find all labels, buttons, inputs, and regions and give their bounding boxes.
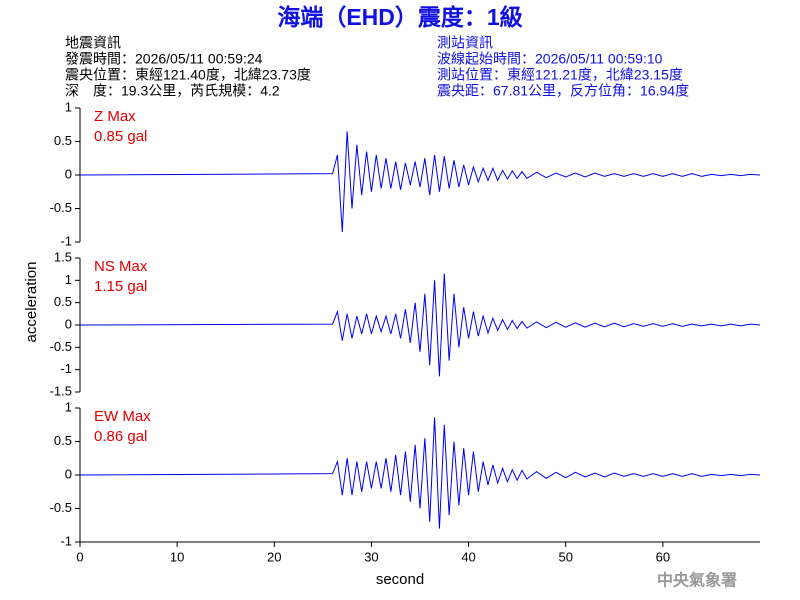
y-tick-label: 1: [65, 399, 72, 414]
waveform: [79, 131, 761, 232]
y-tick-label: -1: [60, 533, 72, 548]
y-tick-label: 1: [65, 272, 72, 287]
max-annotation: NS Max: [94, 258, 148, 275]
station-info: 波線起始時間：2026/05/11 00:59:10: [437, 51, 663, 67]
x-tick-label: 50: [558, 549, 572, 564]
y-tick-label: 0.5: [54, 133, 72, 148]
title: 海端（EHD）震度：1級: [277, 4, 522, 30]
y-tick-label: 0: [65, 316, 72, 331]
max-annotation: Z Max: [94, 108, 136, 125]
waveform: [79, 417, 761, 529]
x-axis-label: second: [376, 571, 424, 588]
x-tick-label: 0: [76, 549, 83, 564]
y-tick-label: -0.5: [50, 200, 72, 215]
quake-info: 深 度：19.3公里，芮氏規模：4.2: [65, 83, 280, 99]
waveform: [79, 273, 761, 377]
y-tick-label: 0: [65, 166, 72, 181]
footer: 中央氣象署: [657, 571, 737, 590]
y-tick-label: 0: [65, 466, 72, 481]
quake-info: 震央位置：東經121.40度，北緯23.73度: [65, 67, 311, 83]
y-tick-label: -1: [60, 361, 72, 376]
station-info: 測站資訊: [437, 35, 493, 51]
station-info: 測站位置：東經121.21度，北緯23.15度: [437, 67, 683, 83]
x-tick-label: 10: [170, 549, 184, 564]
y-tick-label: -0.5: [50, 500, 72, 515]
y-axis-label: acceleration: [23, 262, 40, 343]
quake-info: 地震資訊: [65, 35, 121, 51]
y-tick-label: 1.5: [54, 249, 72, 264]
y-tick-label: -0.5: [50, 339, 72, 354]
max-annotation: 1.15 gal: [94, 278, 147, 295]
max-annotation: 0.85 gal: [94, 128, 147, 145]
x-tick-label: 40: [461, 549, 475, 564]
max-annotation: EW Max: [94, 408, 151, 425]
max-annotation: 0.86 gal: [94, 428, 147, 445]
x-tick-label: 20: [267, 549, 281, 564]
y-tick-label: 1: [65, 99, 72, 114]
x-tick-label: 30: [364, 549, 378, 564]
y-tick-label: -1.5: [50, 383, 72, 398]
x-tick-label: 60: [656, 549, 670, 564]
y-tick-label: 0.5: [54, 294, 72, 309]
y-tick-label: 0.5: [54, 433, 72, 448]
quake-info: 發震時間：2026/05/11 00:59:24: [65, 51, 263, 67]
y-tick-label: -1: [60, 233, 72, 248]
station-info: 震央距：67.81公里，反方位角：16.94度: [437, 83, 689, 99]
